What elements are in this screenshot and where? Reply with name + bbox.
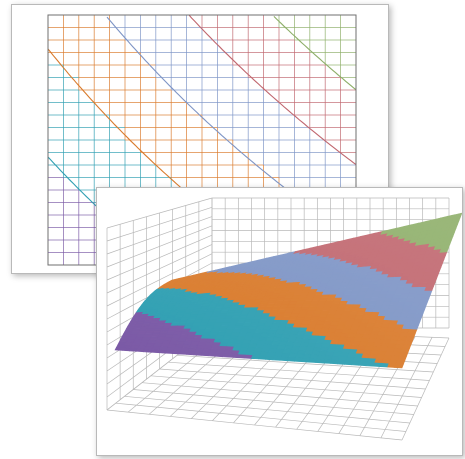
surface-patch — [413, 313, 424, 318]
surface-bands — [114, 212, 462, 369]
box-grid-line — [106, 253, 213, 307]
box-grid-line — [106, 225, 213, 268]
box-grid-line — [106, 216, 213, 255]
surface-patch — [419, 297, 430, 303]
surface-plot-window — [96, 187, 463, 456]
surface-patch — [452, 212, 462, 219]
surface-patch — [418, 301, 428, 307]
surface-patch — [421, 293, 431, 299]
surface-patch — [406, 332, 416, 338]
surface-patch — [394, 363, 404, 369]
surface-patch — [424, 286, 434, 291]
box-grid-line — [380, 337, 433, 439]
box-grid-line — [106, 197, 213, 229]
surface-patch — [427, 278, 437, 284]
surface-patch — [425, 282, 436, 288]
surface-patch — [415, 309, 425, 315]
surface-patch — [412, 316, 422, 322]
surface-patch — [422, 290, 433, 295]
contour-line — [188, 14, 357, 166]
surface-patch — [428, 274, 439, 280]
box-grid-line — [106, 206, 213, 242]
box-grid-line — [106, 244, 213, 294]
surface-patch — [410, 320, 421, 326]
contour-line — [273, 16, 357, 91]
surface-plot — [106, 197, 462, 441]
box-grid-line — [401, 337, 450, 441]
box-grid-line — [106, 234, 213, 281]
surface-patch — [416, 305, 427, 311]
